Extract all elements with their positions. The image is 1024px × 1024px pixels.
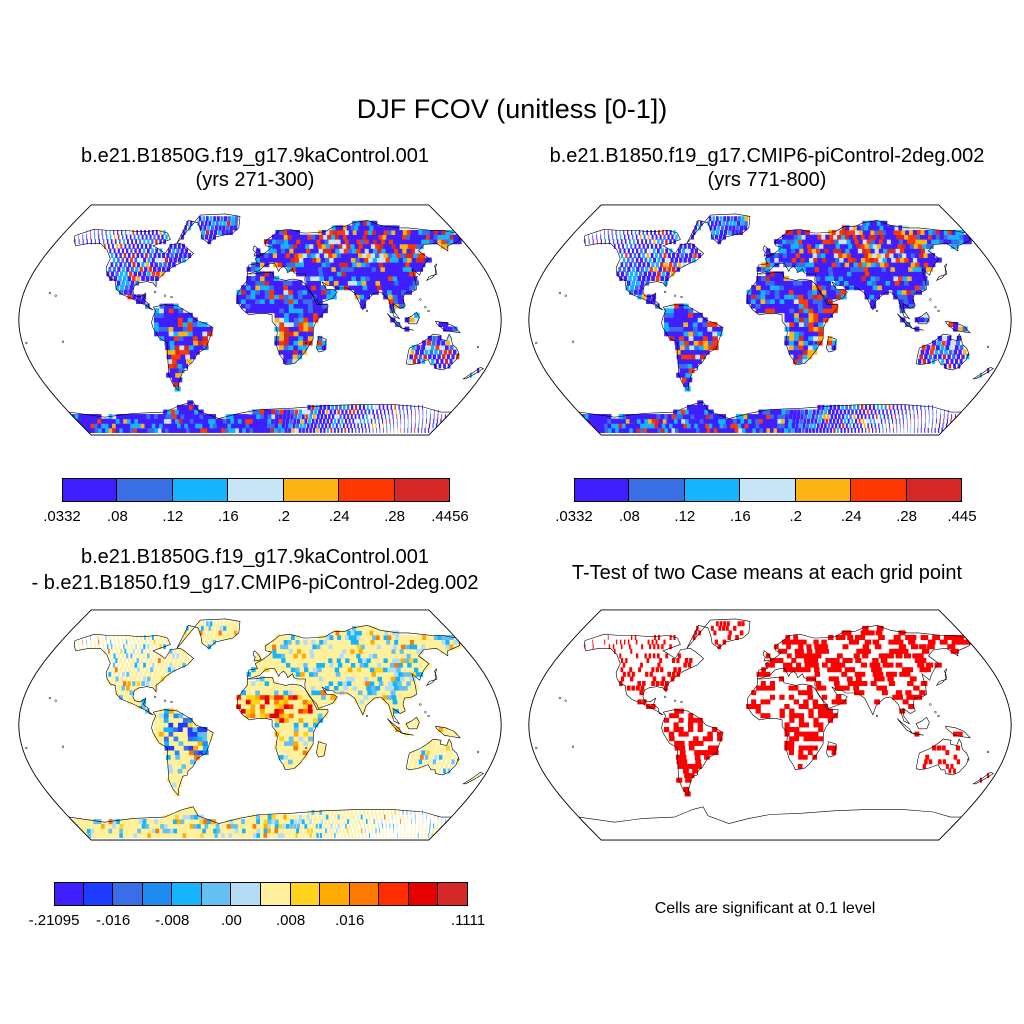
coastlines [535, 213, 995, 436]
page-title: DJF FCOV (unitless [0-1]) [356, 94, 668, 124]
colorbar-box [62, 478, 118, 502]
colorbar-panel2-labels: .0332 .08 .12 .16 .2 .24 .28 .445 [555, 508, 976, 528]
colorbar-tick-label: .0332 [43, 508, 81, 525]
colorbar-tick-label: .16 [729, 508, 751, 525]
colorbar-box [201, 882, 232, 906]
colorbar-box [906, 478, 962, 502]
map-cells [584, 621, 990, 797]
colorbar-box [142, 882, 173, 906]
colorbar-tick-label: .24 [328, 508, 350, 525]
colorbar-box [231, 882, 261, 906]
colorbar-tick-label: -.21095 [28, 912, 80, 929]
colorbar-tick-label: .12 [162, 508, 184, 525]
colorbar-panel1 [62, 478, 450, 502]
colorbar-box [349, 882, 380, 906]
colorbar-tick-label: .08 [106, 508, 128, 525]
colorbar-tick-label: .0332 [555, 508, 593, 525]
colorbar-tick-label: .008 [275, 912, 306, 929]
colorbar-box [629, 478, 685, 502]
colorbar-tick-label: .2 [789, 508, 802, 525]
map-border [18, 609, 502, 841]
colorbar-tick-label: .16 [217, 508, 239, 525]
map-border [18, 204, 502, 436]
colorbar-box [228, 478, 284, 502]
panel3-title-line2: - b.e21.B1850.f19_g17.CMIP6-piControl-2d… [31, 572, 479, 594]
colorbar-box [261, 882, 291, 906]
map-border [528, 204, 1012, 436]
colorbar-box [379, 882, 409, 906]
colorbar-panel1-labels: .0332 .08 .12 .16 .2 .24 .28 .4456 [43, 508, 469, 528]
panel4-title: T-Test of two Case means at each grid po… [571, 562, 963, 584]
colorbar-tick-label: .28 [896, 508, 917, 525]
colorbar-box [172, 882, 202, 906]
map-panel-2 [528, 204, 1012, 436]
colorbar-tick-label: .12 [674, 508, 696, 525]
colorbar-box [290, 882, 321, 906]
colorbar-tick-label: -.016 [96, 912, 131, 929]
colorbar-box [795, 478, 852, 502]
colorbar-box [172, 478, 229, 502]
colorbar-tick-label: -.008 [155, 912, 190, 929]
colorbar-panel3 [54, 882, 468, 906]
colorbar-tick-label: .445 [947, 508, 977, 525]
map-panel-3 [18, 609, 502, 841]
colorbar-box [83, 882, 114, 906]
colorbar-box [117, 478, 173, 502]
map-panel-4 [528, 609, 1012, 841]
colorbar-tick-label: .1111 [450, 912, 486, 929]
map-cells [70, 621, 480, 838]
colorbar-box [54, 882, 84, 906]
colorbar-box [574, 478, 630, 502]
panel2-title-line2: (yrs 771-800) [707, 169, 827, 191]
colorbar-tick-label: .016 [335, 912, 365, 929]
colorbar-box [320, 882, 350, 906]
colorbar-box [394, 478, 450, 502]
colorbar-box [684, 478, 741, 502]
colorbar-tick-label: .28 [384, 508, 405, 525]
coastlines [25, 618, 485, 841]
coastlines [535, 618, 995, 841]
panel1-title-line2: (yrs 271-300) [195, 169, 315, 191]
colorbar-box [339, 478, 395, 502]
colorbar-box [113, 882, 143, 906]
significance-note: Cells are significant at 0.1 level [654, 900, 876, 917]
coastlines [25, 213, 485, 436]
colorbar-box [408, 882, 439, 906]
colorbar-tick-label: .2 [277, 508, 290, 525]
colorbar-panel3-labels: -.21095 -.016 -.008 .00 .008 .016 .1111 [29, 912, 486, 932]
panel3-title-line1: b.e21.B1850G.f19_g17.9kaControl.001 [80, 546, 430, 568]
colorbar-panel2 [574, 478, 962, 502]
colorbar-box [740, 478, 796, 502]
panel2-title-line1: b.e21.B1850.f19_g17.CMIP6-piControl-2deg… [549, 145, 985, 167]
colorbar-tick-label: .4456 [431, 508, 469, 525]
colorbar-tick-label: .24 [840, 508, 862, 525]
map-panel-1 [18, 204, 502, 436]
colorbar-tick-label: .08 [618, 508, 640, 525]
map-cells [70, 216, 480, 433]
panel1-title-line1: b.e21.B1850G.f19_g17.9kaControl.001 [80, 145, 430, 167]
colorbar-box [851, 478, 907, 502]
map-border [528, 609, 1012, 841]
map-cells [580, 216, 990, 433]
colorbar-box [438, 882, 468, 906]
colorbar-box [283, 478, 340, 502]
colorbar-tick-label: .00 [220, 912, 242, 929]
